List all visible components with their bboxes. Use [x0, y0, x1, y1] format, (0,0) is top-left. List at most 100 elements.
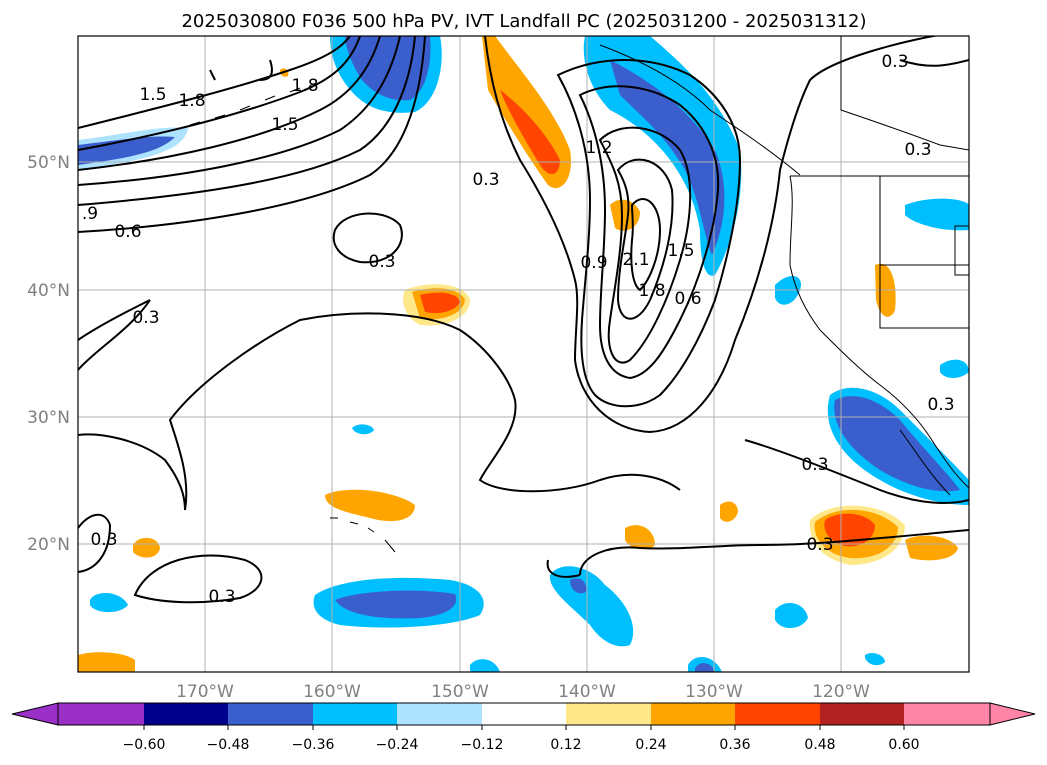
colorbar-swatch	[58, 703, 144, 725]
contour-line	[579, 529, 969, 576]
aleutian-islands	[189, 87, 301, 126]
lon-label: 130°W	[685, 682, 743, 702]
colorbar-tick-label: 0.60	[888, 737, 919, 753]
negative-anomaly-region	[905, 198, 969, 231]
colorbar-tick-label: 0.48	[804, 737, 835, 753]
negative-anomaly-region	[570, 578, 587, 594]
negative-anomaly-region	[335, 590, 457, 619]
map-panel: 1.5 1.8 1.8 1.5 .9 0.6 0.3 0.3 0.3 1.2 0…	[78, 36, 969, 672]
lat-label: 20°N	[27, 535, 70, 555]
colorbar-ticks	[143, 725, 905, 730]
positive-anomaly-region	[78, 652, 135, 672]
contour-line	[556, 59, 742, 408]
colorbar-swatch	[313, 703, 397, 725]
negative-anomaly-region	[352, 424, 374, 435]
negative-anomaly-region	[470, 659, 500, 672]
coastlines	[189, 36, 969, 553]
contour-label: 0.3	[472, 170, 499, 190]
contour-label: 1.2	[585, 138, 612, 158]
figure-title: 2025030800 F036 500 hPa PV, IVT Landfall…	[181, 11, 866, 32]
colorbar: −0.60 −0.48 −0.36 −0.24 −0.12 0.12 0.24 …	[11, 702, 1036, 753]
positive-anomaly-region	[325, 489, 415, 522]
contour-line	[78, 36, 401, 186]
negative-anomaly-region	[834, 396, 960, 492]
canada-border	[840, 36, 969, 151]
colorbar-tick-label: 0.24	[635, 737, 666, 753]
colorbar-extend-high	[989, 702, 1036, 726]
positive-anomaly-region	[824, 513, 875, 547]
contour-label: 0.3	[881, 52, 908, 72]
contour-line	[133, 554, 263, 604]
hawaii-islands	[330, 517, 396, 553]
negative-anomaly-region	[345, 36, 431, 101]
pv-contours	[78, 36, 969, 604]
contour-line	[744, 439, 969, 504]
contour-line	[899, 59, 969, 67]
contour-label: 0.6	[114, 222, 141, 242]
colorbar-frame	[57, 702, 991, 726]
lon-label: 150°W	[431, 682, 489, 702]
contour-label: 0.3	[368, 252, 395, 272]
contour-label: 1.5	[271, 115, 298, 135]
contour-label: .9	[82, 204, 98, 224]
contour-line	[78, 36, 381, 171]
contour-line	[78, 312, 681, 511]
contour-label: 0.9	[580, 253, 607, 273]
colorbar-swatch	[735, 703, 820, 725]
lon-label: 140°W	[558, 682, 616, 702]
contour-line	[78, 513, 112, 573]
contour-label: 1.8	[178, 91, 205, 111]
colorbar-swatch	[904, 703, 990, 725]
negative-anomaly-region	[549, 566, 634, 647]
negative-anomaly-region	[775, 603, 808, 629]
negative-anomaly-region	[78, 136, 175, 165]
lat-label: 30°N	[27, 408, 70, 428]
contour-line	[209, 59, 273, 81]
contour-labels: 1.5 1.8 1.8 1.5 .9 0.6 0.3 0.3 0.3 1.2 0…	[82, 52, 955, 607]
contour-label: 1.8	[291, 76, 318, 96]
colorbar-swatch	[651, 703, 735, 725]
lon-label: 160°W	[303, 682, 361, 702]
lon-label: 170°W	[176, 682, 234, 702]
contour-label: 1.5	[139, 85, 166, 105]
negative-anomaly-region	[610, 60, 725, 255]
contour-line	[332, 212, 403, 264]
contour-line	[78, 36, 416, 206]
contour-label: 1.5	[667, 241, 694, 261]
contour-label: 0.3	[904, 140, 931, 160]
gridlines	[78, 36, 969, 672]
positive-anomaly-region	[133, 537, 160, 558]
lon-labels: 170°W 160°W 150°W 140°W 130°W 120°W	[176, 682, 870, 702]
negative-anomaly-region	[695, 663, 715, 672]
colorbar-tick-label: −0.24	[376, 737, 419, 753]
lat-labels: 50°N 40°N 30°N 20°N	[27, 153, 70, 555]
positive-anomaly-region	[420, 292, 460, 314]
colorbar-swatch	[228, 703, 313, 725]
contour-line	[616, 158, 674, 320]
contour-label: 0.3	[208, 587, 235, 607]
contour-line	[598, 126, 692, 364]
contour-label: 0.3	[806, 535, 833, 555]
negative-anomaly-region	[865, 652, 885, 666]
colorbar-tick-label: −0.48	[207, 737, 250, 753]
colorbar-swatch	[144, 703, 228, 725]
colorbar-tick-label: −0.12	[461, 737, 504, 753]
contour-line	[484, 36, 939, 434]
contour-line	[578, 85, 720, 380]
contour-line	[78, 36, 351, 129]
contour-line	[630, 198, 662, 292]
us-state-border	[879, 176, 969, 329]
colorbar-tick-label: 0.12	[550, 737, 581, 753]
colorbar-tick-label: −0.36	[292, 737, 335, 753]
positive-anomaly-region	[625, 525, 655, 550]
baja-coastline	[899, 429, 951, 496]
contour-label: 0.3	[90, 530, 117, 550]
positive-anomaly-region	[720, 501, 738, 522]
colorbar-swatch	[566, 703, 651, 725]
colorbar-swatch	[820, 703, 904, 725]
map-frame	[77, 35, 970, 673]
colorbar-tick-label: 0.36	[719, 737, 750, 753]
positive-anomaly-region	[905, 535, 958, 561]
lat-label: 40°N	[27, 281, 70, 301]
